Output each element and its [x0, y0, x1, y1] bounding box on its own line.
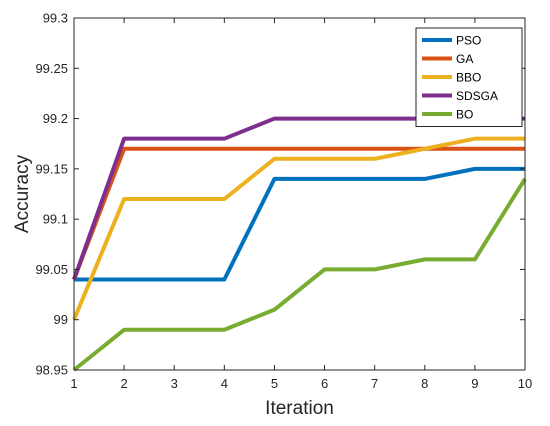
- x-tick-label: 10: [518, 376, 532, 391]
- axes-box: [73, 17, 526, 371]
- x-tick-label: 9: [471, 376, 478, 391]
- y-tick-label: 99.3: [43, 11, 68, 26]
- y-tick-label: 99: [54, 312, 68, 327]
- legend: PSO GA BBO SDSGA BO: [415, 27, 523, 127]
- x-tick-label: 3: [171, 376, 178, 391]
- series-line-pso: [74, 166, 525, 282]
- legend-label-pso: PSO: [456, 34, 481, 48]
- y-tick-label: 99.1: [43, 212, 68, 227]
- x-tick-label: 5: [271, 376, 278, 391]
- x-tick-label: 1: [70, 376, 77, 391]
- plot-lines: [72, 116, 527, 372]
- series-line-bbo: [72, 136, 525, 321]
- y-tick-label: 99.15: [35, 161, 68, 176]
- y-tick-label: 98.95: [35, 363, 68, 378]
- x-tick-label: 4: [221, 376, 228, 391]
- series-line-bo: [72, 177, 527, 372]
- x-tick-label: 8: [421, 376, 428, 391]
- legend-label-bo: BO: [456, 108, 473, 122]
- x-axis-label: Iteration: [265, 398, 334, 419]
- legend-label-ga: GA: [456, 52, 473, 66]
- y-axis-label: Accuracy: [12, 154, 33, 233]
- y-tick-label: 99.2: [43, 111, 68, 126]
- y-tick-label: 99.05: [35, 262, 68, 277]
- x-tick-label: 7: [371, 376, 378, 391]
- y-tick-label: 99.25: [35, 61, 68, 76]
- x-tick-label: 2: [120, 376, 127, 391]
- series-line-ga: [72, 146, 525, 281]
- axis-ticks: 1 2 3 4 5 6 7 8 9 10 98.95 99 99.05 99.1 99.15 99.2 99.2…: [35, 11, 532, 392]
- legend-label-sdsga: SDSGA: [456, 89, 498, 103]
- legend-label-bbo: BBO: [456, 71, 481, 85]
- x-tick-label: 6: [321, 376, 328, 391]
